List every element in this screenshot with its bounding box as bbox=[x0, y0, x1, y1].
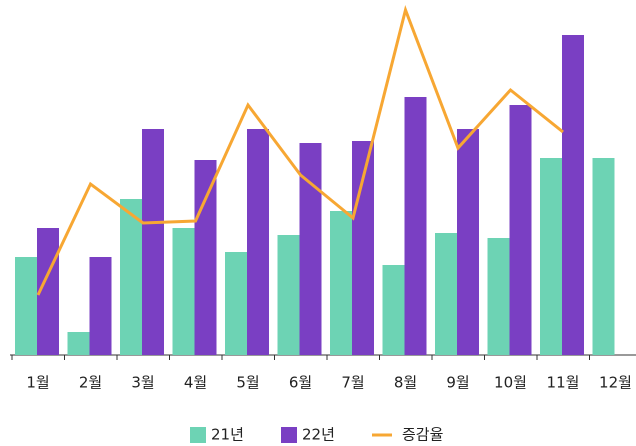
legend-label: 증감율 bbox=[402, 426, 443, 444]
bar bbox=[120, 199, 142, 355]
legend-swatch bbox=[281, 427, 297, 443]
x-tick-label: 9월 bbox=[446, 374, 469, 392]
bar bbox=[457, 129, 479, 355]
bar bbox=[562, 35, 584, 355]
bar bbox=[435, 233, 457, 355]
x-tick-label: 8월 bbox=[394, 374, 417, 392]
x-tick-label: 10월 bbox=[494, 374, 527, 392]
x-tick-label: 6월 bbox=[289, 374, 312, 392]
bar bbox=[172, 228, 195, 355]
x-tick-label: 4월 bbox=[184, 374, 207, 392]
bar bbox=[15, 257, 37, 355]
bar bbox=[277, 235, 300, 355]
legend-label: 21년 bbox=[211, 426, 244, 444]
bar bbox=[592, 158, 615, 355]
line bbox=[36, 5, 564, 296]
bar bbox=[509, 105, 532, 355]
bar bbox=[404, 97, 427, 355]
legend-label: 22년 bbox=[302, 426, 335, 444]
bar bbox=[330, 211, 352, 355]
x-tick-label: 3월 bbox=[131, 374, 154, 392]
bar bbox=[194, 160, 217, 355]
x-tick-label: 7월 bbox=[341, 374, 364, 392]
bar bbox=[382, 265, 405, 355]
legend-swatch bbox=[190, 427, 206, 443]
bar bbox=[142, 129, 164, 355]
x-tick-label: 1월 bbox=[26, 374, 49, 392]
x-tick-label: 12월 bbox=[599, 374, 632, 392]
x-tick-label: 2월 bbox=[79, 374, 102, 392]
bar bbox=[247, 129, 269, 355]
bar bbox=[67, 332, 90, 355]
x-tick-label: 11월 bbox=[547, 374, 580, 392]
x-tick-label: 5월 bbox=[236, 374, 259, 392]
bar bbox=[540, 158, 562, 355]
bar bbox=[299, 143, 322, 355]
bar bbox=[487, 238, 510, 355]
bar bbox=[89, 257, 112, 355]
bar bbox=[225, 252, 247, 355]
